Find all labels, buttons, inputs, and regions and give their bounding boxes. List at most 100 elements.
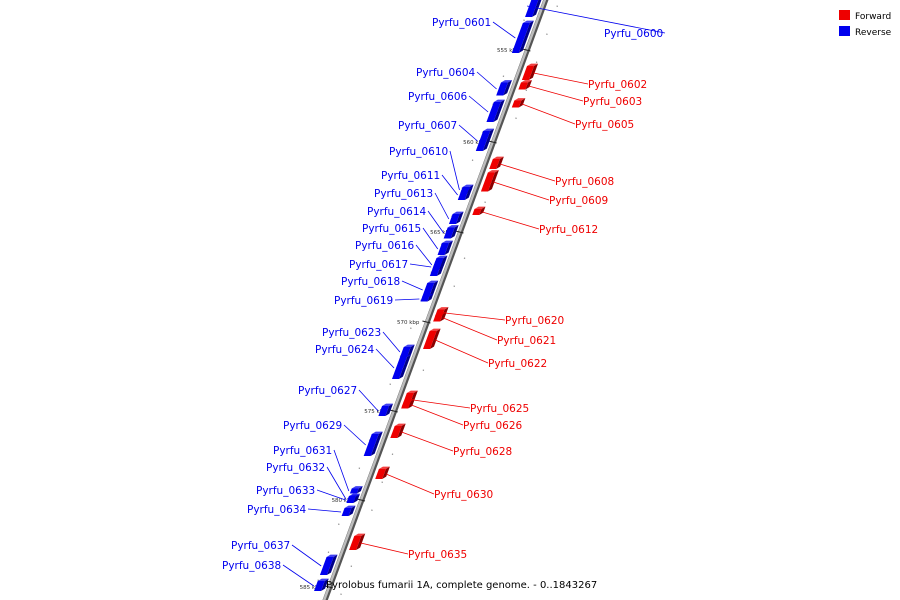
gene-label[interactable]: Pyrfu_0633 (256, 485, 315, 497)
gene-feature-top (487, 170, 499, 173)
gene-feature[interactable] (378, 403, 394, 416)
gene-label[interactable]: Pyrfu_0600 (604, 28, 663, 40)
gene-feature[interactable] (475, 128, 495, 151)
gene-label[interactable]: Pyrfu_0631 (273, 445, 332, 457)
gene-feature-body (429, 258, 444, 276)
gene-label[interactable]: Pyrfu_0627 (298, 385, 357, 397)
gene-label[interactable]: Pyrfu_0618 (341, 276, 400, 288)
gene-feature[interactable] (521, 63, 539, 80)
gene-feature[interactable] (518, 80, 532, 90)
gene-feature[interactable] (423, 328, 441, 349)
gene-connector (316, 489, 346, 501)
gene-feature-side (482, 128, 495, 151)
gene-label[interactable]: Pyrfu_0617 (349, 259, 408, 271)
gene-label[interactable]: Pyrfu_0632 (266, 462, 325, 474)
gene-feature[interactable] (346, 494, 360, 503)
gene-feature[interactable] (433, 312, 447, 322)
gene-feature-body (480, 172, 495, 192)
gene-label[interactable]: Pyrfu_0614 (367, 206, 427, 218)
gene-feature[interactable] (390, 423, 406, 438)
gene-feature[interactable] (319, 554, 338, 575)
gene-feature[interactable] (422, 280, 439, 297)
gene-feature-side (408, 399, 415, 409)
gene-feature[interactable] (443, 225, 459, 239)
gene-label[interactable]: Pyrfu_0620 (505, 315, 564, 327)
gene-feature[interactable] (457, 187, 473, 200)
gene-feature[interactable] (349, 486, 363, 494)
gene-label[interactable]: Pyrfu_0625 (470, 403, 529, 415)
gene-feature[interactable] (472, 206, 486, 215)
gene-feature-side (382, 466, 390, 479)
gene-feature[interactable] (496, 80, 512, 96)
gene-label[interactable]: Pyrfu_0623 (322, 327, 381, 339)
gene-feature-body (341, 508, 352, 516)
gene-label[interactable]: Pyrfu_0626 (463, 420, 523, 432)
gene-label[interactable]: Pyrfu_0621 (497, 335, 556, 347)
gene-feature[interactable] (437, 240, 453, 255)
gene-connector (358, 389, 379, 412)
gene-label[interactable]: Pyrfu_0605 (575, 119, 634, 131)
gene-label[interactable]: Pyrfu_0607 (398, 120, 457, 132)
gene-feature[interactable] (391, 354, 412, 379)
gene-feature-side (321, 578, 329, 591)
gene-feature[interactable] (420, 294, 434, 302)
gene-label[interactable]: Pyrfu_0612 (539, 224, 598, 236)
gene-feature-top (436, 255, 448, 258)
scale-tick (488, 140, 497, 144)
gene-feature[interactable] (489, 156, 504, 169)
gene-label[interactable]: Pyrfu_0611 (381, 170, 440, 182)
gene-feature[interactable] (525, 0, 544, 17)
gene-label[interactable]: Pyrfu_0628 (453, 446, 512, 458)
gene-feature-body (437, 243, 449, 255)
gene-feature-top (474, 206, 486, 209)
gene-feature[interactable] (314, 578, 329, 591)
gene-feature[interactable] (363, 431, 383, 456)
gene-label[interactable]: Pyrfu_0604 (416, 67, 476, 79)
gene-feature-body (489, 159, 500, 169)
gene-feature-side (518, 98, 526, 108)
gene-feature[interactable] (511, 20, 534, 54)
gene-label[interactable]: Pyrfu_0637 (231, 540, 290, 552)
gene-feature[interactable] (486, 99, 505, 122)
gene-feature[interactable] (375, 466, 390, 479)
gene-label[interactable]: Pyrfu_0616 (355, 240, 415, 252)
gene-label[interactable]: Pyrfu_0624 (315, 344, 375, 356)
gene-feature-top (447, 225, 459, 228)
gene-feature[interactable] (400, 344, 415, 357)
gene-connector (422, 227, 439, 250)
scale-tick-label: 580 kbp (332, 498, 355, 504)
gene-feature[interactable] (511, 98, 526, 108)
gene-label[interactable]: Pyrfu_0615 (362, 223, 421, 235)
gene-label[interactable]: Pyrfu_0629 (283, 420, 342, 432)
gene-label[interactable]: Pyrfu_0609 (549, 195, 608, 207)
gene-connector (333, 449, 350, 492)
gene-connector (415, 244, 433, 266)
gene-label[interactable]: Pyrfu_0603 (583, 96, 642, 108)
gene-connector (476, 71, 497, 90)
gene-label[interactable]: Pyrfu_0630 (434, 489, 493, 501)
gene-feature-body (496, 82, 508, 96)
gene-feature-body (378, 406, 390, 416)
gene-connector (401, 431, 454, 452)
gene-label[interactable]: Pyrfu_0619 (334, 295, 393, 307)
gene-feature-side (496, 156, 504, 169)
legend-label-reverse: Reverse (855, 28, 892, 38)
gene-label[interactable]: Pyrfu_0608 (555, 176, 614, 188)
gene-feature[interactable] (480, 170, 499, 192)
gene-label[interactable]: Pyrfu_0601 (432, 17, 491, 29)
gene-feature[interactable] (349, 533, 366, 550)
gene-label[interactable]: Pyrfu_0613 (374, 188, 433, 200)
gene-label[interactable]: Pyrfu_0622 (488, 358, 547, 370)
gene-feature[interactable] (401, 399, 415, 409)
gene-feature[interactable] (448, 211, 464, 224)
gene-label[interactable]: Pyrfu_0606 (408, 91, 468, 103)
gene-connector (282, 564, 315, 587)
gene-feature-top (493, 99, 505, 102)
gene-label[interactable]: Pyrfu_0610 (389, 146, 448, 158)
gene-label[interactable]: Pyrfu_0635 (408, 549, 467, 561)
gene-feature[interactable] (341, 505, 356, 516)
gene-feature[interactable] (429, 255, 448, 276)
gene-label[interactable]: Pyrfu_0602 (588, 79, 647, 91)
gene-label[interactable]: Pyrfu_0638 (222, 560, 281, 572)
gene-label[interactable]: Pyrfu_0634 (247, 504, 307, 516)
